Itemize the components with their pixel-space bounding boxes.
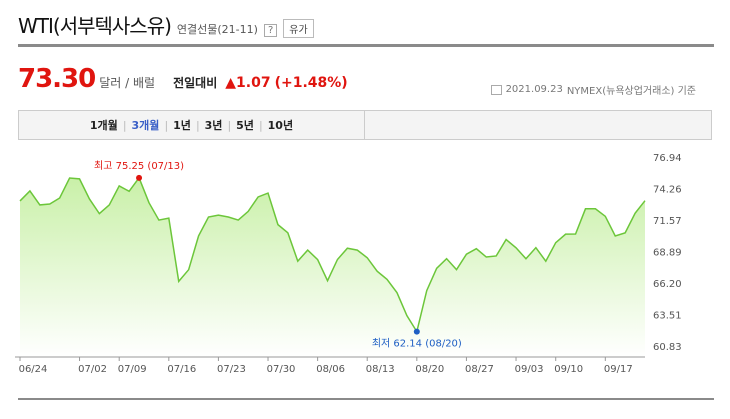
separator: | [258,118,263,132]
line [19,176,646,334]
y-tick-label: 68.89 [653,247,682,258]
tab[interactable]: 5년 [236,119,254,132]
x-tick-label: 09/10 [554,364,583,375]
y-tick-label: 66.20 [653,279,682,290]
y-tick-label: 63.51 [653,311,682,322]
source: 2021.09.23 NYMEX(뉴욕상업거래소) 기준 [490,82,696,97]
change-pct: (+1.48%) [274,75,348,91]
tab-bar: 1개월 | 3개월 | 1년 | 3년 | 5년 | 10년 [19,111,365,139]
x-tick-label: 07/02 [78,364,107,375]
separator: | [195,118,200,132]
x-tick-label: 06/24 [19,364,48,375]
x-tick-label: 08/13 [366,364,395,375]
unit: 달러 / 배럴 [99,76,156,90]
help-button[interactable]: ? [263,24,278,37]
extreme-point [413,328,420,335]
separator: | [164,118,169,132]
tab[interactable]: 10년 [267,119,294,132]
y-tick-label: 60.83 [653,342,682,353]
extreme-point [136,174,143,181]
quote: 73.30 달러 / 배럴 전일대비 ▲1.07 (+1.48%) [18,64,348,94]
x-tick-label: 07/09 [118,364,147,375]
x-tick-label: 07/16 [167,364,196,375]
x-tick-label: 07/30 [267,364,296,375]
x-tick-label: 08/20 [415,364,444,375]
source-text: NYMEX(뉴욕상업거래소) 기준 [566,86,696,97]
tab[interactable]: 1년 [173,119,191,132]
header: WTI(서부텍사스유) 연결선물(21-11) ? 유가 [18,10,314,39]
tab-box: 1개월 | 3개월 | 1년 | 3년 | 5년 | 10년 [18,110,712,140]
icon [490,84,502,95]
y-tick-label: 74.26 [653,184,682,195]
x-tick-label: 08/27 [465,364,494,375]
area [20,177,645,357]
annotation: 최저 62.14 (08/20) [372,338,462,350]
x-tick-label: 09/17 [604,364,633,375]
title: WTI(서부텍사스유) [18,14,172,38]
tag-button[interactable]: 유가 [283,19,314,38]
tab[interactable]: 3년 [204,119,223,132]
change: ▲1.07 [225,75,271,91]
separator: | [122,118,127,132]
date: 2021.09.23 [505,84,563,95]
tab[interactable]: 3개월 [131,119,160,132]
tab[interactable]: 1개월 [89,119,118,132]
x-tick-label: 07/23 [217,364,246,375]
price: 73.30 [18,64,96,94]
y-tick-label: 71.57 [653,216,682,227]
divider [18,44,714,47]
contract: 연결선물(21-11) [176,23,258,36]
x-tick-label: 08/06 [316,364,345,375]
change-label: 전일대비 [173,76,218,90]
divider [18,398,714,400]
y-tick-label: 76.94 [653,153,682,164]
separator: | [227,118,232,132]
x-tick-label: 09/03 [515,364,544,375]
annotation: 최고 75.25 (07/13) [94,160,184,172]
